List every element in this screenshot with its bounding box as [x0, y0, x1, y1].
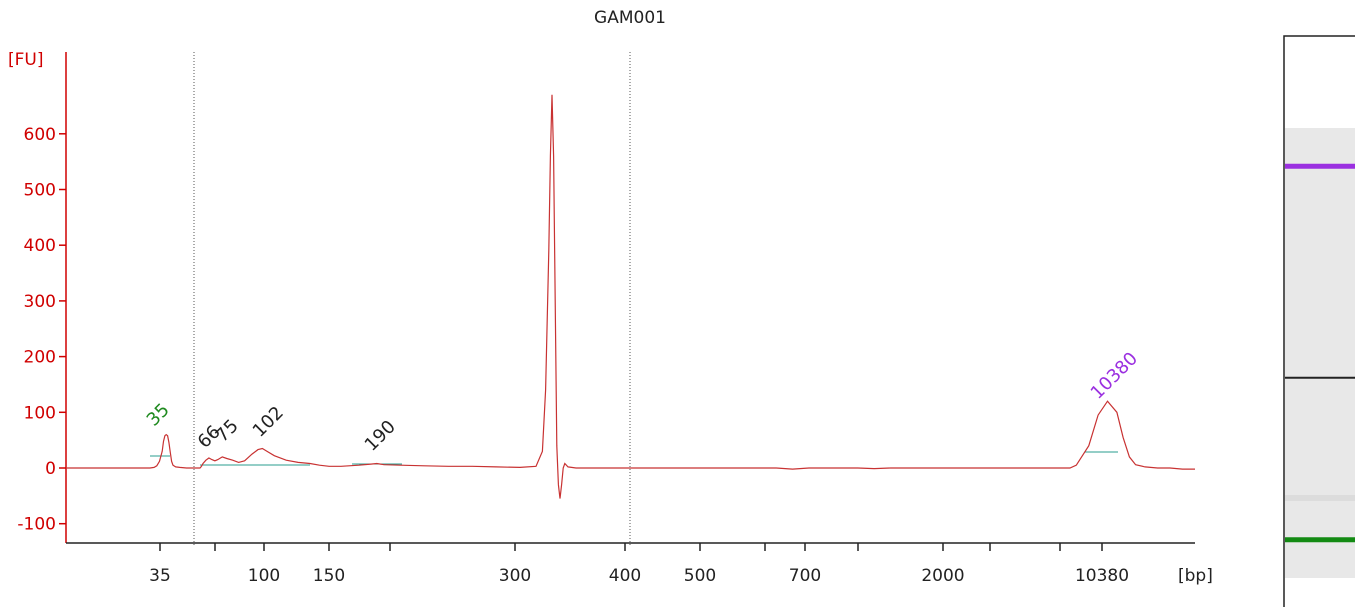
x-tick-label: 400 — [609, 566, 641, 586]
x-tick-label: 10380 — [1075, 566, 1129, 586]
peak-label: 35 — [143, 399, 174, 430]
y-tick-label: 200 — [24, 348, 56, 368]
x-tick-label: 2000 — [921, 566, 964, 586]
x-tick-label: 500 — [684, 566, 716, 586]
series-layer — [66, 94, 1195, 499]
gel-band-lower-marker — [1285, 537, 1355, 543]
y-tick-label: -100 — [17, 515, 56, 535]
gridlines — [150, 52, 1118, 545]
y-tick-label: 300 — [24, 292, 56, 312]
x-tick-label: 700 — [789, 566, 821, 586]
y-tick-label: 400 — [24, 236, 56, 256]
peak-label: 190 — [361, 416, 400, 455]
x-tick-label: 35 — [149, 566, 171, 586]
y-tick-label: 100 — [24, 403, 56, 423]
y-axis-label: [FU] — [8, 50, 44, 70]
peak-label: 102 — [249, 402, 288, 441]
gel-band-sample-band — [1285, 376, 1355, 379]
x-axis-label: [bp] — [1178, 566, 1213, 586]
y-tick-label: 0 — [45, 459, 56, 479]
gel-lane-background — [1285, 128, 1355, 578]
peak-label: 10380 — [1087, 348, 1142, 403]
y-tick-label: 500 — [24, 181, 56, 201]
x-tick-label: 300 — [499, 566, 531, 586]
axes: -100 0 100 200 300 400 500 600 35 100 150 300 400 500… — [17, 52, 1195, 586]
gel-lane — [1283, 35, 1355, 607]
x-tick-label: 150 — [313, 566, 345, 586]
y-tick-label: 600 — [24, 125, 56, 145]
x-tick-label: 100 — [248, 566, 280, 586]
electropherogram-trace — [66, 94, 1195, 499]
gel-faint-band — [1285, 495, 1355, 501]
chart-title: GAM001 — [594, 8, 666, 28]
gel-band-upper-marker — [1285, 163, 1355, 169]
